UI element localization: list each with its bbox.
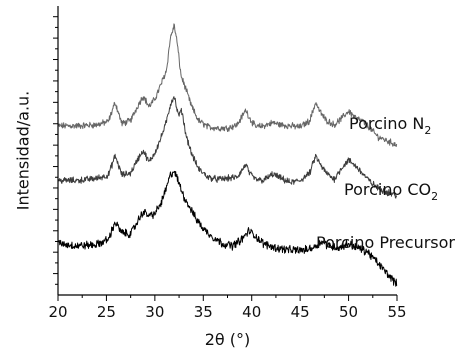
series-label-main: Porcino N <box>349 114 424 133</box>
y-axis-title: Intensidad/a.u. <box>14 91 33 211</box>
series-label-subscript: 2 <box>424 124 431 137</box>
series-label-3: Porcino Precursor <box>316 233 455 252</box>
x-tick-label: 55 <box>387 303 406 321</box>
x-tick-label: 20 <box>48 303 67 321</box>
series-label-subscript: 2 <box>431 190 438 203</box>
plot-area <box>57 23 398 287</box>
x-tick-label: 30 <box>145 303 164 321</box>
x-tick-label: 40 <box>242 303 261 321</box>
series-label-2: Porcino CO2 <box>344 180 438 203</box>
series-line-1 <box>57 23 398 147</box>
x-tick-label: 45 <box>291 303 310 321</box>
axes: 20 25 30 35 40 45 50 55 <box>48 6 407 321</box>
series-label-main: Porcino CO <box>344 180 431 199</box>
x-tick-label: 50 <box>339 303 358 321</box>
x-tick-label: 25 <box>97 303 116 321</box>
series-line-3 <box>57 170 398 287</box>
x-tick-label: 35 <box>194 303 213 321</box>
series-line-2 <box>57 96 398 199</box>
series-label-1: Porcino N2 <box>349 114 431 137</box>
x-axis-title: 2θ (°) <box>205 330 251 349</box>
series-label-main: Porcino Precursor <box>316 233 455 252</box>
